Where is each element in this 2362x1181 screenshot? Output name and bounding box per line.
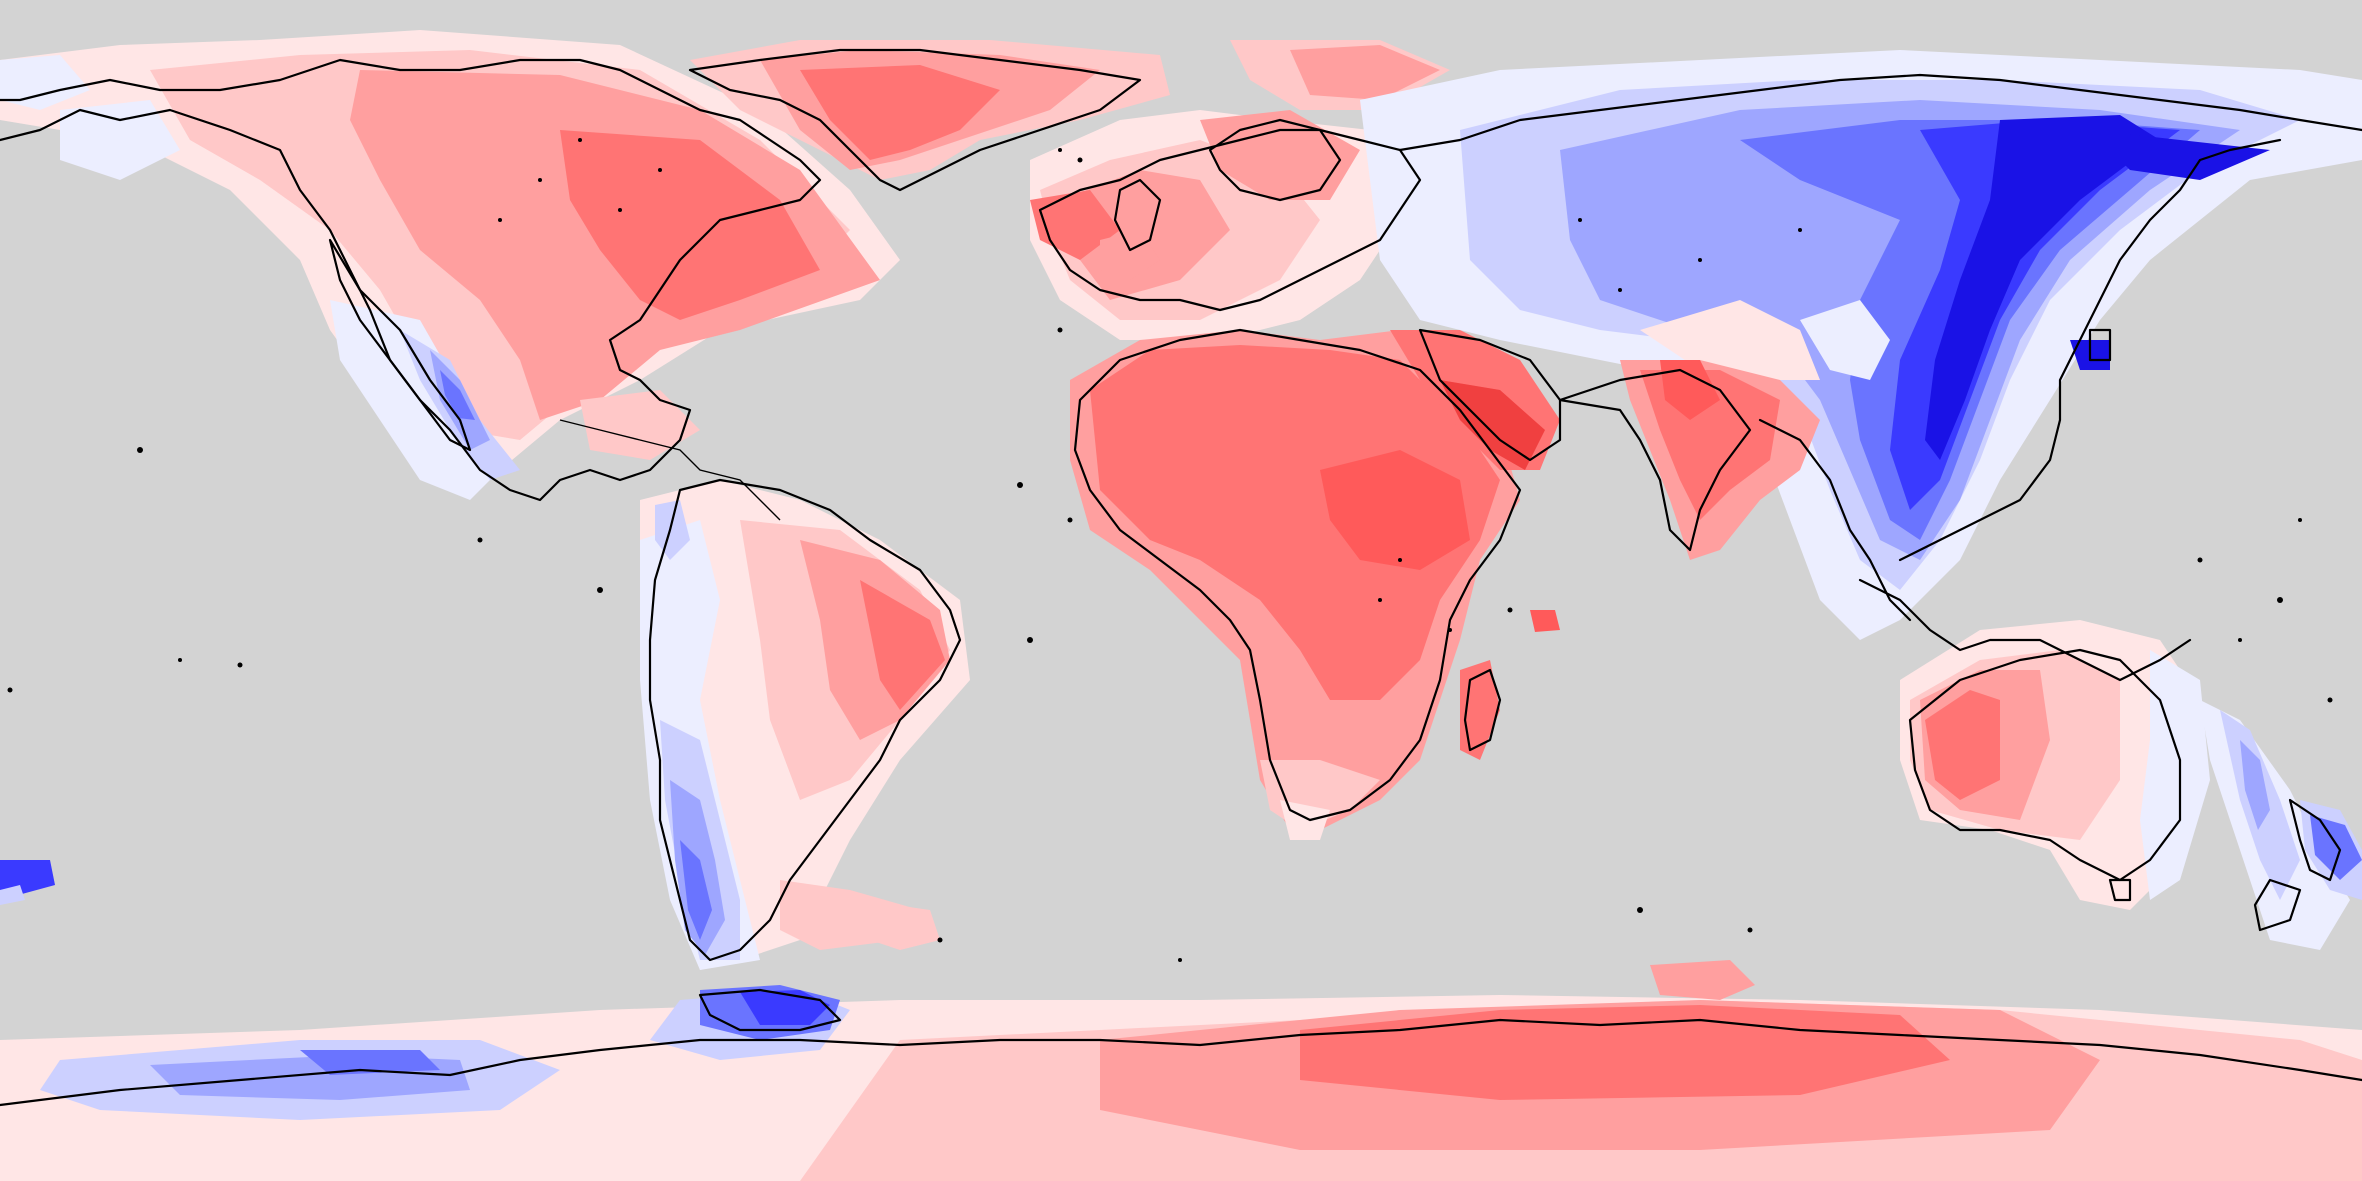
asia-field xyxy=(1360,50,2362,640)
antarctica-field xyxy=(0,900,2362,1181)
greenland-field xyxy=(690,40,1170,180)
islands-and-lakes xyxy=(7,138,2333,962)
australia-field xyxy=(0,620,2362,950)
north-america-field xyxy=(0,30,900,500)
coastlines xyxy=(0,48,2362,1107)
africa-field xyxy=(1070,330,1560,840)
europe-field xyxy=(1030,40,1450,340)
